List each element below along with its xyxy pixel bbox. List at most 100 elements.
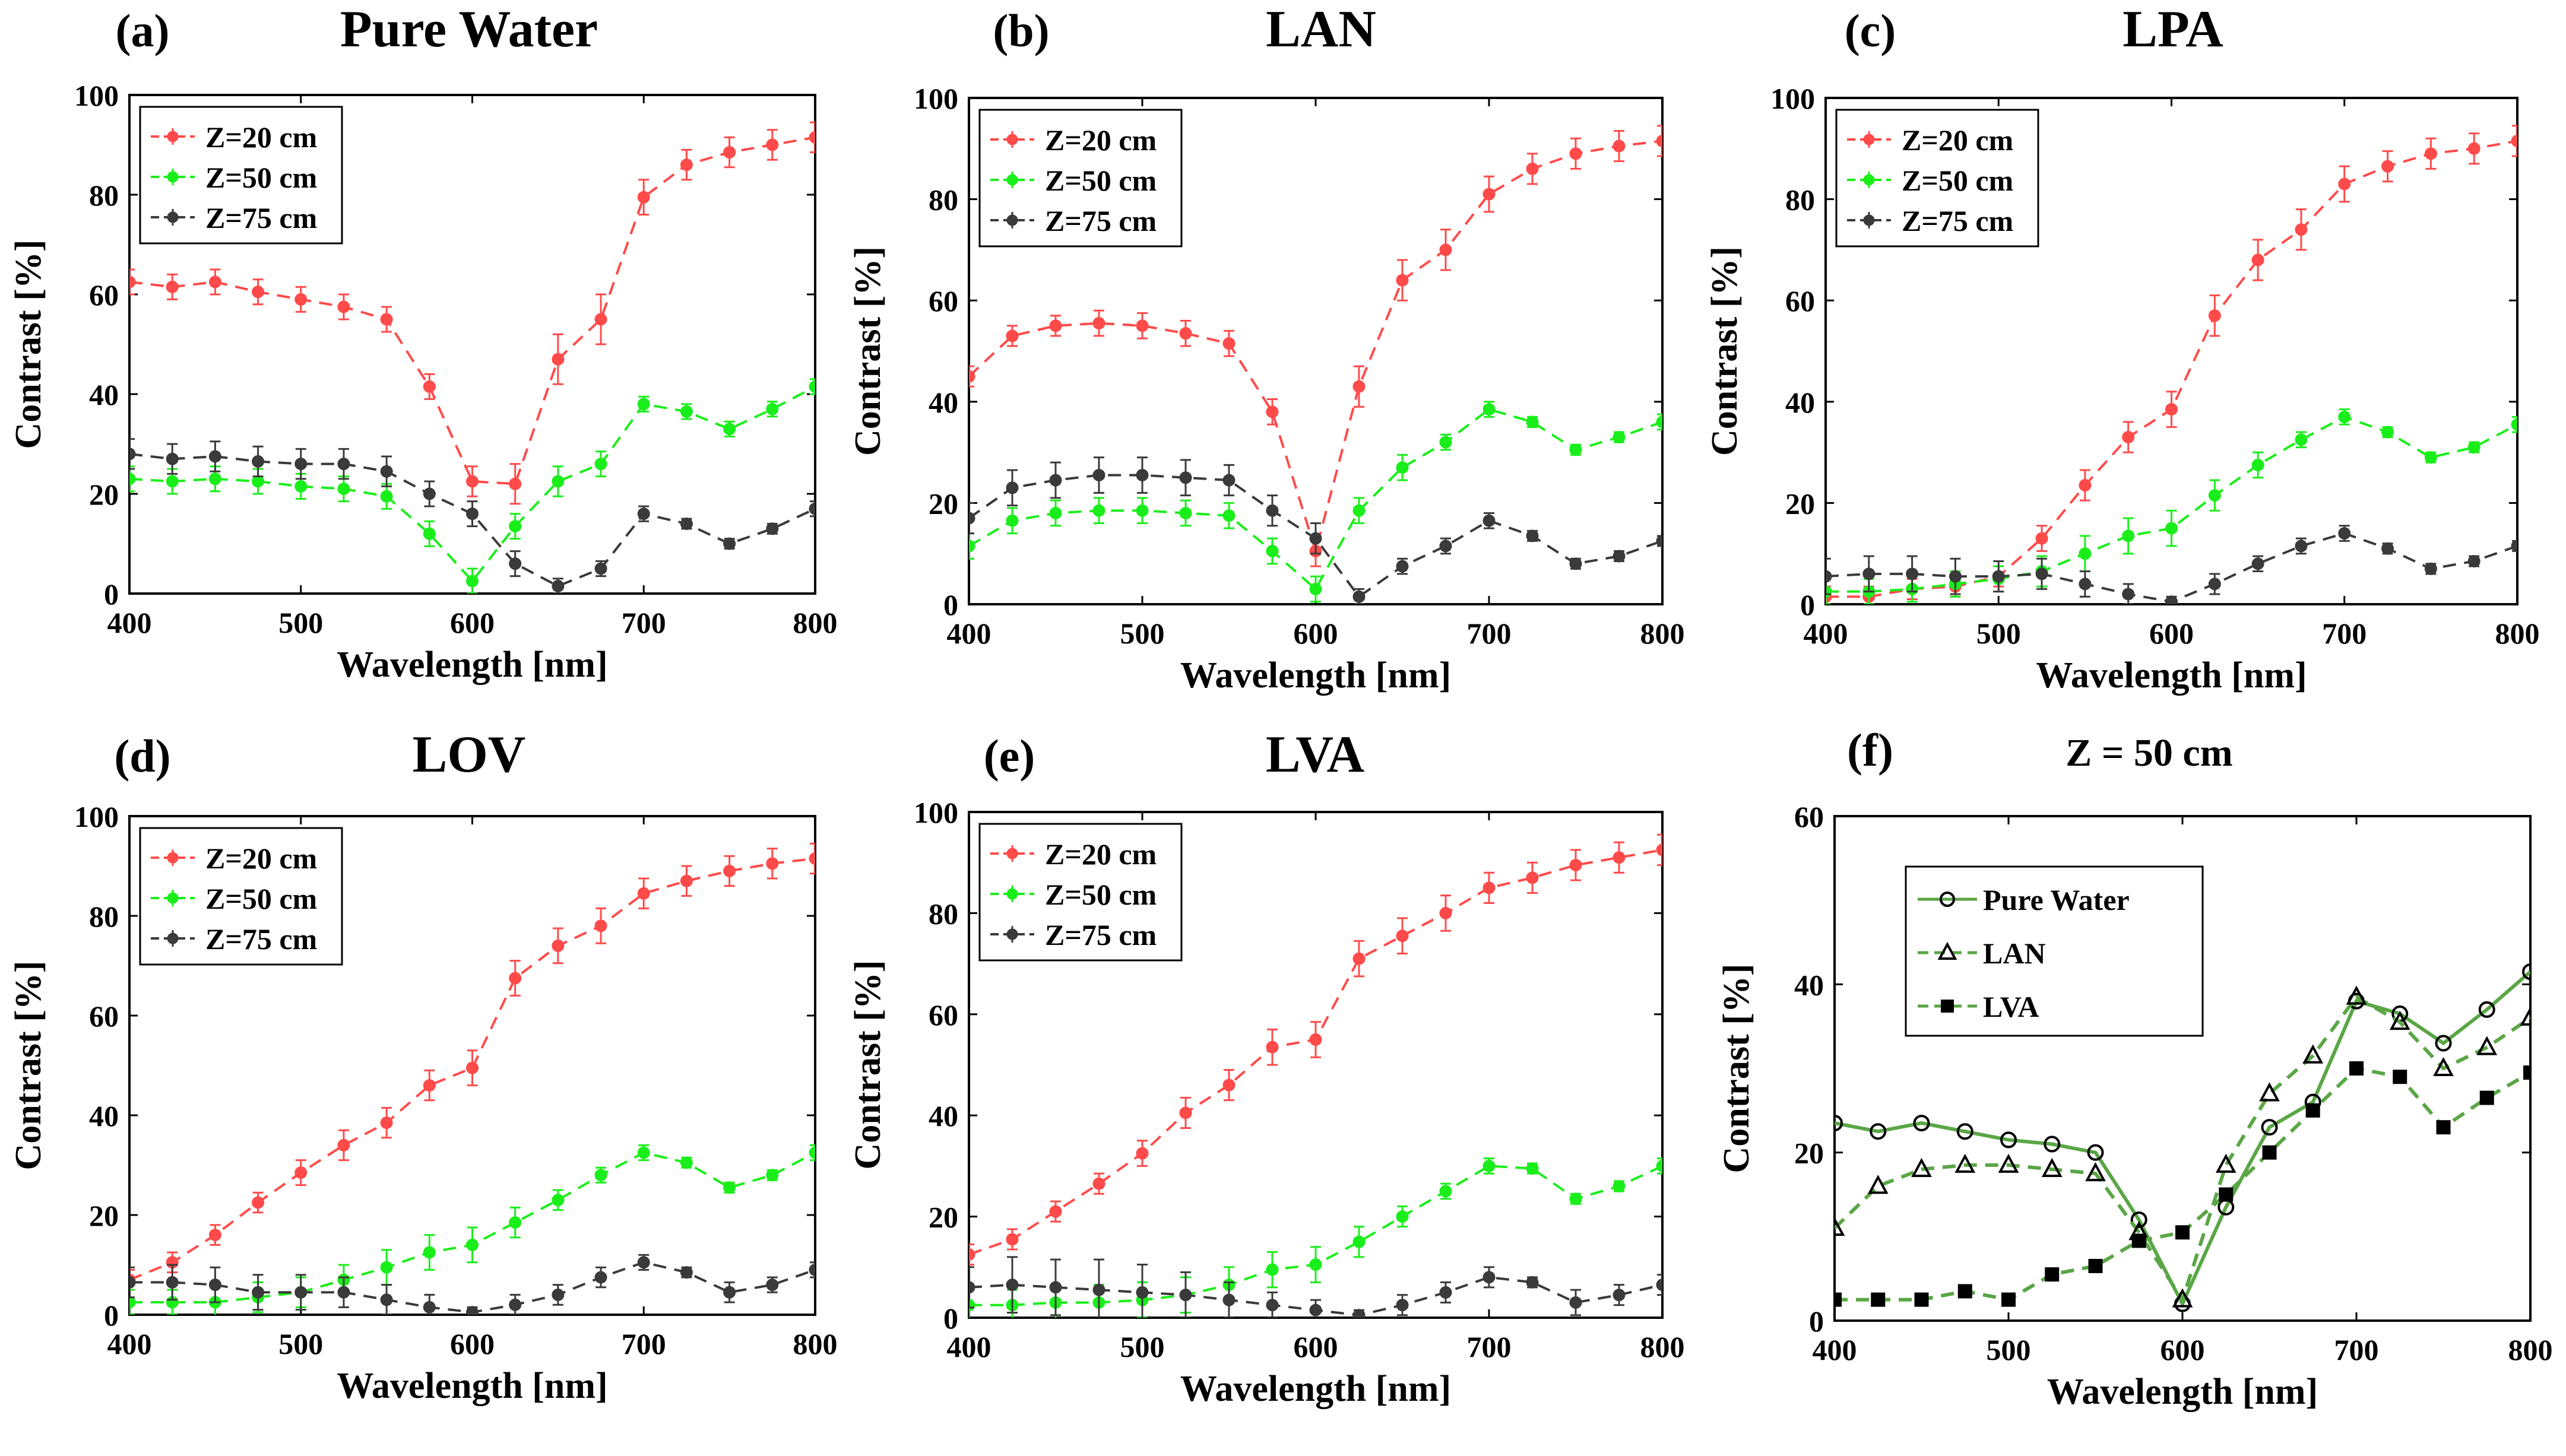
data-point [2295, 433, 2308, 446]
x-tick-label: 800 [793, 606, 838, 639]
data-point [1266, 504, 1279, 517]
data-point [380, 465, 393, 478]
data-point [1835, 1216, 1845, 1236]
data-point [423, 1079, 436, 1092]
y-tick-label: 100 [74, 79, 119, 112]
legend-swatch-marker [167, 852, 179, 864]
legend-swatch-marker [1863, 134, 1875, 145]
data-point [1092, 504, 1105, 517]
data-point [1179, 1289, 1192, 1302]
series-z-50-cm [129, 1144, 815, 1315]
data-point [509, 477, 522, 490]
data-point [2467, 554, 2481, 567]
y-tick-label: 100 [914, 796, 958, 829]
data-point [1092, 468, 1105, 481]
data-point [294, 458, 308, 471]
data-point [509, 557, 522, 570]
data-point [294, 1166, 308, 1179]
data-point [2208, 578, 2221, 591]
data-point [723, 1181, 736, 1194]
data-point [208, 275, 221, 288]
y-tick-label: 40 [1794, 968, 1824, 1001]
data-point [1913, 1115, 1930, 1132]
data-point [1613, 1289, 1626, 1302]
data-point [1136, 1286, 1149, 1299]
data-point [766, 857, 779, 870]
legend-label: Z=50 cm [205, 161, 317, 194]
legend-swatch-marker [1006, 888, 1018, 900]
data-point [2302, 1044, 2324, 1064]
data-point [1179, 1106, 1192, 1119]
data-point [1179, 506, 1192, 519]
data-point [337, 1138, 350, 1152]
data-point [1656, 135, 1662, 148]
data-point [208, 450, 221, 463]
data-point [509, 520, 522, 533]
data-point [509, 1298, 522, 1311]
data-point [1222, 1293, 1236, 1306]
data-point [1006, 329, 1019, 342]
data-point [166, 475, 179, 488]
data-point [2259, 1082, 2280, 1102]
data-point [208, 1229, 221, 1242]
data-point [2000, 1131, 2017, 1149]
data-point [2511, 418, 2517, 431]
legend-label: Z=20 cm [1045, 123, 1157, 157]
legend: Z=20 cm Z=50 cm Z=75 cm [1835, 109, 2039, 248]
data-point [1396, 274, 1409, 287]
data-point [1569, 147, 1582, 160]
y-tick-label: 0 [1800, 588, 1815, 621]
data-point [637, 1256, 650, 1269]
data-point [969, 540, 975, 553]
x-axis-label: Wavelength [nm] [1180, 1369, 1451, 1409]
data-point [2424, 451, 2437, 464]
series-z-20-cm [129, 121, 815, 505]
data-point [969, 370, 975, 383]
data-point [680, 1156, 693, 1169]
data-point [466, 475, 479, 488]
data-point [723, 146, 736, 159]
data-point [252, 1196, 265, 1209]
series-lva [1835, 1061, 2530, 1307]
panel-title: Pure Water [340, 1, 598, 58]
series-line [1835, 970, 2530, 1308]
data-point [466, 1238, 479, 1251]
data-point [129, 275, 136, 288]
data-point [380, 1293, 393, 1306]
data-point [1396, 930, 1409, 943]
y-tick-label: 100 [1770, 82, 1815, 115]
data-point [466, 575, 479, 588]
y-tick-label: 80 [1785, 183, 1815, 217]
data-point [129, 472, 136, 486]
data-point [1309, 532, 1322, 545]
data-point [2424, 147, 2437, 160]
data-point [1569, 443, 1582, 456]
data-point [1006, 514, 1019, 527]
data-point [2079, 578, 2092, 591]
data-point [1569, 1192, 1582, 1206]
data-point [166, 280, 179, 293]
data-point [1309, 1303, 1322, 1317]
y-tick-label: 0 [943, 588, 958, 621]
x-tick-label: 400 [107, 1327, 152, 1360]
data-point [166, 452, 179, 465]
data-point [1526, 415, 1539, 429]
data-point [1526, 529, 1539, 543]
data-point [1179, 471, 1192, 484]
x-axis-label: Wavelength [nm] [2036, 655, 2307, 696]
x-tick-label: 800 [2495, 617, 2540, 650]
data-point [1656, 1279, 1662, 1292]
legend-swatch-marker [1863, 214, 1875, 226]
data-point [1911, 1157, 1932, 1177]
legend-swatch-marker [167, 131, 179, 142]
panel-title: LAN [1266, 1, 1376, 58]
data-point [1482, 1271, 1496, 1284]
data-point [2424, 562, 2437, 575]
data-point [423, 1300, 436, 1314]
data-point [637, 887, 650, 900]
x-tick-label: 800 [1640, 617, 1685, 650]
data-point [2305, 1103, 2320, 1118]
series-layer [969, 125, 1662, 604]
data-point [1569, 1296, 1582, 1309]
